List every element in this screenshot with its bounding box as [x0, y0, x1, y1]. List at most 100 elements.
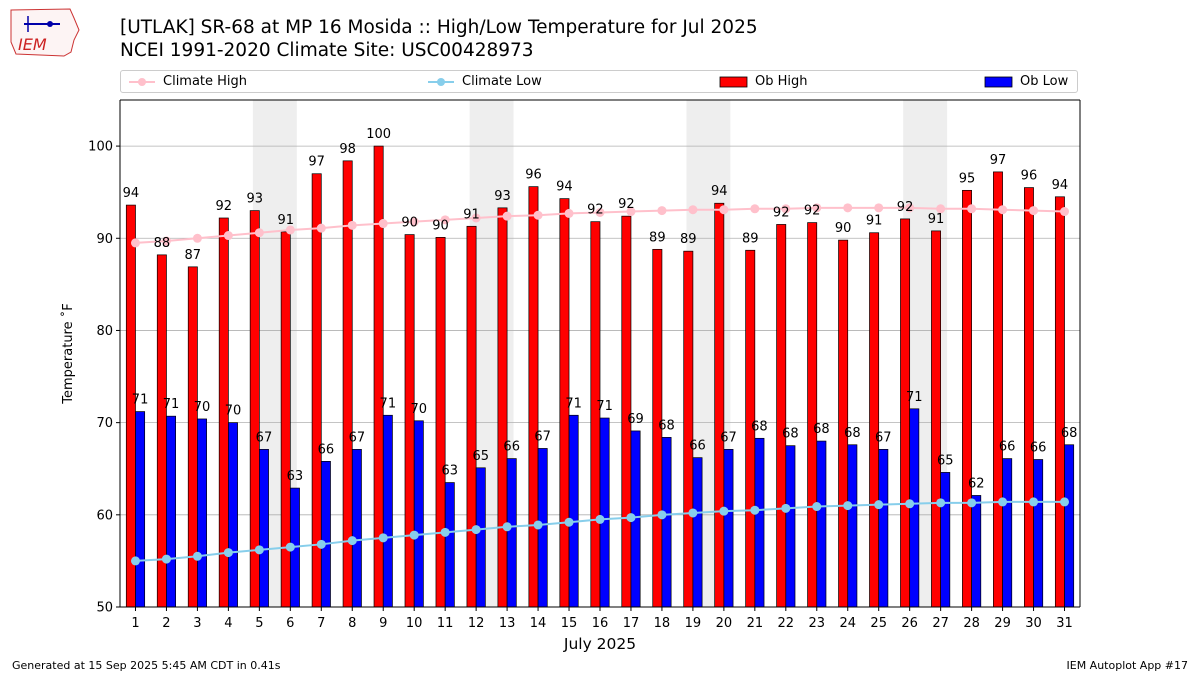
ob-low-label: 67	[875, 430, 892, 445]
legend-climate-low-label: Climate Low	[462, 74, 542, 89]
ob-high-label: 90	[401, 216, 418, 231]
ob-low-bar	[197, 418, 207, 608]
climate-low-point	[626, 513, 636, 523]
x-tick-label: 26	[901, 616, 918, 631]
y-tick-label: 60	[96, 508, 113, 523]
climate-low-point	[967, 498, 977, 508]
ob-low-label: 71	[132, 393, 149, 408]
ob-high-label: 92	[773, 205, 790, 220]
ob-low-bar	[228, 422, 238, 608]
climate-high-point	[1060, 207, 1070, 217]
ob-low-bar	[878, 449, 889, 608]
climate-high-point	[130, 238, 140, 248]
climate-low-point	[316, 539, 326, 549]
climate-low-point	[502, 522, 512, 532]
climate-low-point	[719, 506, 729, 516]
climate-high-point	[285, 225, 295, 235]
ob-low-bar	[259, 449, 269, 608]
climate-low-point	[874, 500, 884, 510]
x-tick-label: 9	[379, 616, 387, 631]
ob-high-label: 91	[277, 213, 294, 228]
climate-low-point	[812, 502, 822, 512]
ob-low-label: 65	[472, 449, 489, 464]
ob-low-bar	[661, 437, 672, 608]
ob-low-label: 71	[596, 399, 613, 414]
ob-high-label: 94	[556, 180, 573, 195]
legend-ob-low: Ob Low	[984, 74, 1068, 90]
ob-high-label: 91	[866, 214, 883, 229]
climate-high-point	[471, 213, 481, 223]
x-tick-label: 13	[499, 616, 516, 631]
ob-high-label: 96	[525, 168, 542, 183]
ob-low-label: 68	[782, 427, 799, 442]
ob-high-label: 100	[366, 127, 391, 142]
ob-high-bar	[1054, 196, 1065, 608]
climate-low-point	[347, 536, 357, 546]
x-tick-label: 7	[317, 616, 325, 631]
climate-low-point	[440, 527, 450, 537]
climate-low-point	[285, 542, 295, 552]
climate-high-point	[812, 203, 822, 213]
ob-low-label: 66	[689, 439, 706, 454]
ob-high-label: 94	[1052, 178, 1069, 193]
ob-high-bar	[466, 225, 477, 608]
climate-high-point	[223, 231, 233, 241]
ob-high-bar	[590, 221, 601, 608]
climate-high-point	[347, 220, 357, 230]
ob-low-bar	[413, 420, 424, 608]
ob-low-label: 68	[751, 419, 768, 434]
generated-timestamp: Generated at 15 Sep 2025 5:45 AM CDT in …	[12, 659, 281, 672]
climate-high-point	[626, 207, 636, 217]
x-tick-label: 25	[870, 616, 887, 631]
x-tick-label: 10	[406, 616, 423, 631]
ob-low-label: 68	[658, 418, 675, 433]
x-tick-label: 8	[348, 616, 356, 631]
x-tick-label: 21	[747, 616, 764, 631]
y-tick-label: 100	[88, 140, 113, 155]
ob-high-label: 94	[711, 184, 728, 199]
ob-high-bar	[528, 186, 539, 608]
ob-high-bar	[900, 218, 911, 608]
ob-high-bar	[1023, 187, 1034, 608]
ob-high-label: 92	[804, 204, 821, 219]
climate-low-point	[781, 503, 791, 513]
climate-high-point	[905, 203, 915, 213]
climate-high-point	[657, 206, 667, 216]
ob-low-bar	[135, 411, 146, 608]
ob-low-bar	[754, 437, 765, 608]
ob-high-label: 92	[618, 197, 635, 212]
ob-high-label: 89	[680, 232, 697, 247]
climate-low-point	[688, 508, 698, 518]
climate-high-point	[192, 233, 202, 243]
x-tick-label: 15	[561, 616, 578, 631]
y-tick-label: 50	[96, 601, 113, 616]
ob-low-label: 66	[1030, 441, 1047, 456]
ob-low-bar	[166, 415, 177, 608]
climate-high-point	[967, 204, 977, 214]
ob-low-bar	[351, 449, 362, 608]
ob-low-label: 63	[287, 469, 304, 484]
climate-high-point	[316, 223, 326, 233]
x-tick-label: 14	[530, 616, 547, 631]
ob-low-label: 70	[225, 404, 242, 419]
climate-low-point	[130, 556, 140, 566]
ob-low-label: 67	[349, 430, 366, 445]
climate-low-point	[750, 505, 760, 515]
ob-high-bar	[962, 189, 972, 608]
legend-climate-high-label: Climate High	[163, 74, 248, 89]
ob-low-bar	[971, 495, 982, 608]
ob-high-label: 98	[339, 142, 356, 157]
app-credit: IEM Autoplot App #17	[1066, 659, 1189, 672]
ob-high-label: 92	[587, 203, 604, 218]
y-tick-label: 90	[96, 232, 113, 247]
ob-low-label: 62	[968, 476, 985, 491]
x-tick-label: 2	[162, 616, 170, 631]
ob-low-bar	[785, 445, 796, 608]
ob-high-label: 92	[897, 200, 914, 215]
x-tick-label: 4	[224, 616, 232, 631]
climate-low-point	[192, 551, 202, 561]
ob-low-bar	[599, 417, 610, 608]
ob-low-label: 70	[194, 400, 211, 415]
climate-high-point	[719, 205, 729, 215]
climate-low-point	[843, 501, 853, 511]
